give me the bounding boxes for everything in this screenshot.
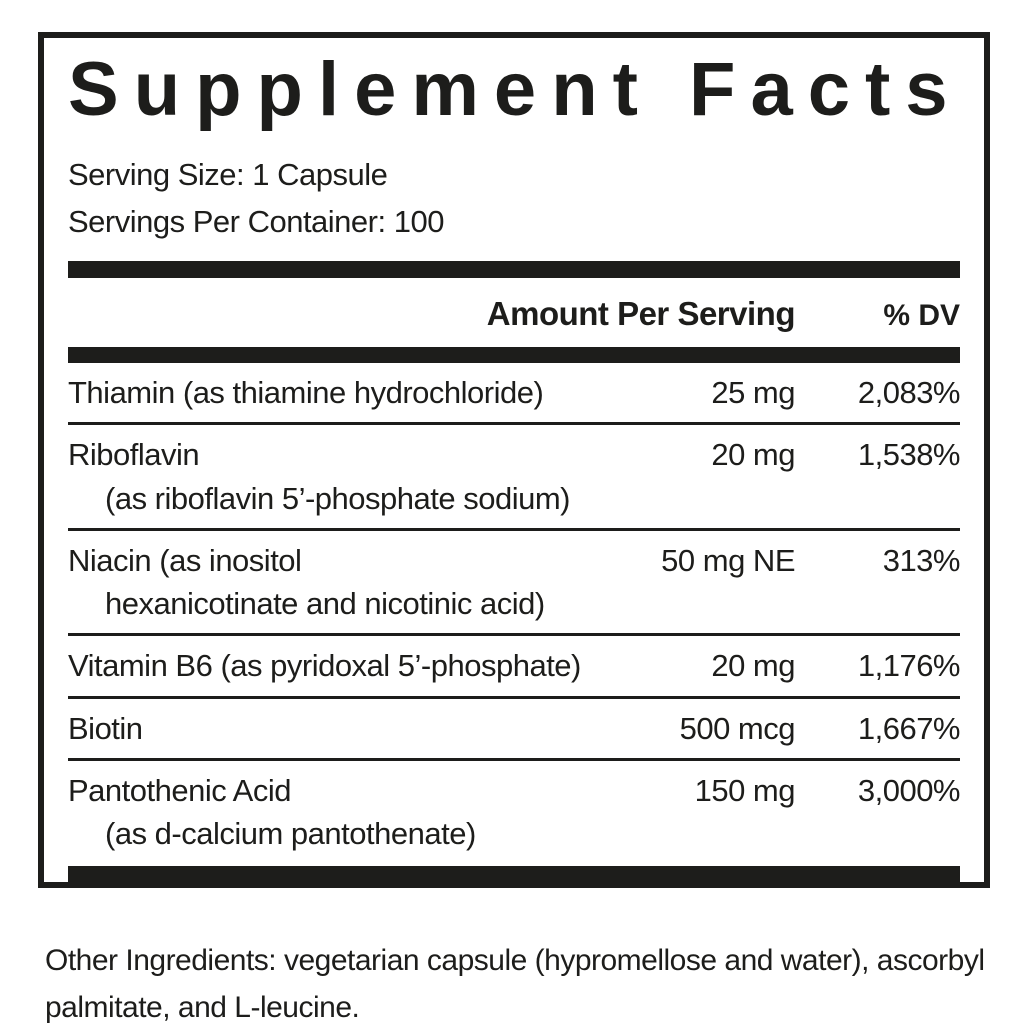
- table-row-niacin: Niacin (as inositol 50 mg NE 313% hexani…: [68, 531, 961, 637]
- nutrient-name: Thiamin (as thiamine hydrochloride): [68, 375, 544, 410]
- nutrient-name: Riboflavin: [68, 437, 200, 473]
- nutrient-amount: 25 mg: [711, 375, 795, 410]
- nutrient-amount: 20 mg: [711, 437, 795, 473]
- nutrient-name: Pantothenic Acid: [68, 773, 291, 809]
- servings-per-container: Servings Per Container: 100: [68, 203, 444, 239]
- nutrient-dv: 1,176%: [857, 648, 961, 684]
- nutrient-dv: 2,083%: [857, 375, 961, 410]
- nutrient-name-line2: hexanicotinate and nicotinic acid): [105, 586, 545, 622]
- row-main: Thiamin (as thiamine hydrochloride) 25 m…: [68, 373, 961, 413]
- table-row-biotin: Biotin 500 mcg 1,667%: [68, 699, 961, 762]
- nutrient-amount: 500 mcg: [679, 710, 796, 746]
- nutrient-amount: 50 mg NE: [661, 542, 795, 578]
- nutrient-dv: 313%: [882, 542, 961, 578]
- serving-info: Serving Size: 1 Capsule Servings Per Con…: [68, 152, 960, 245]
- nutrient-name: Vitamin B6 (as pyridoxal 5’-phosphate): [68, 648, 581, 684]
- nutrient-dv: 3,000%: [857, 773, 961, 809]
- table-row-vitamin-b6: Vitamin B6 (as pyridoxal 5’-phosphate) 2…: [68, 636, 961, 699]
- divider-thick-middle: [68, 347, 960, 363]
- percent-dv-header: % DV: [883, 299, 960, 332]
- row-main: Niacin (as inositol 50 mg NE 313%: [68, 541, 961, 581]
- table-row-thiamin: Thiamin (as thiamine hydrochloride) 25 m…: [68, 363, 961, 426]
- divider-thick-top: [68, 261, 960, 278]
- nutrient-rows: Thiamin (as thiamine hydrochloride) 25 m…: [68, 363, 961, 864]
- nutrient-name-line2: (as d-calcium pantothenate): [105, 816, 476, 852]
- serving-size: Serving Size: 1 Capsule: [68, 157, 388, 192]
- supplement-facts-panel: Supplement Facts Serving Size: 1 Capsule…: [38, 32, 990, 888]
- row-main: Vitamin B6 (as pyridoxal 5’-phosphate) 2…: [68, 646, 961, 686]
- nutrient-name-line2: (as riboflavin 5’-phosphate sodium): [105, 480, 570, 516]
- nutrient-dv: 1,538%: [857, 437, 961, 473]
- nutrient-name: Niacin (as inositol: [68, 542, 302, 578]
- nutrient-name: Biotin: [68, 710, 143, 746]
- row-main: Biotin 500 mcg 1,667%: [68, 709, 961, 749]
- nutrient-amount: 150 mg: [694, 773, 796, 809]
- amount-per-serving-header: Amount Per Serving: [486, 295, 796, 332]
- table-row-riboflavin: Riboflavin 20 mg 1,538% (as riboflavin 5…: [68, 425, 961, 531]
- nutrient-amount: 20 mg: [711, 648, 795, 684]
- row-main: Riboflavin 20 mg 1,538%: [68, 435, 961, 475]
- column-header-row: Amount Per Serving % DV: [68, 278, 960, 347]
- row-main: Pantothenic Acid 150 mg 3,000%: [68, 771, 961, 811]
- nutrient-dv: 1,667%: [857, 710, 961, 746]
- other-ingredients-text: Other Ingredients: vegetarian capsule (h…: [45, 944, 985, 1024]
- table-row-pantothenic-acid: Pantothenic Acid 150 mg 3,000% (as d-cal…: [68, 761, 961, 864]
- panel-title: Supplement Facts: [68, 47, 963, 132]
- divider-thick-bottom: [68, 865, 960, 883]
